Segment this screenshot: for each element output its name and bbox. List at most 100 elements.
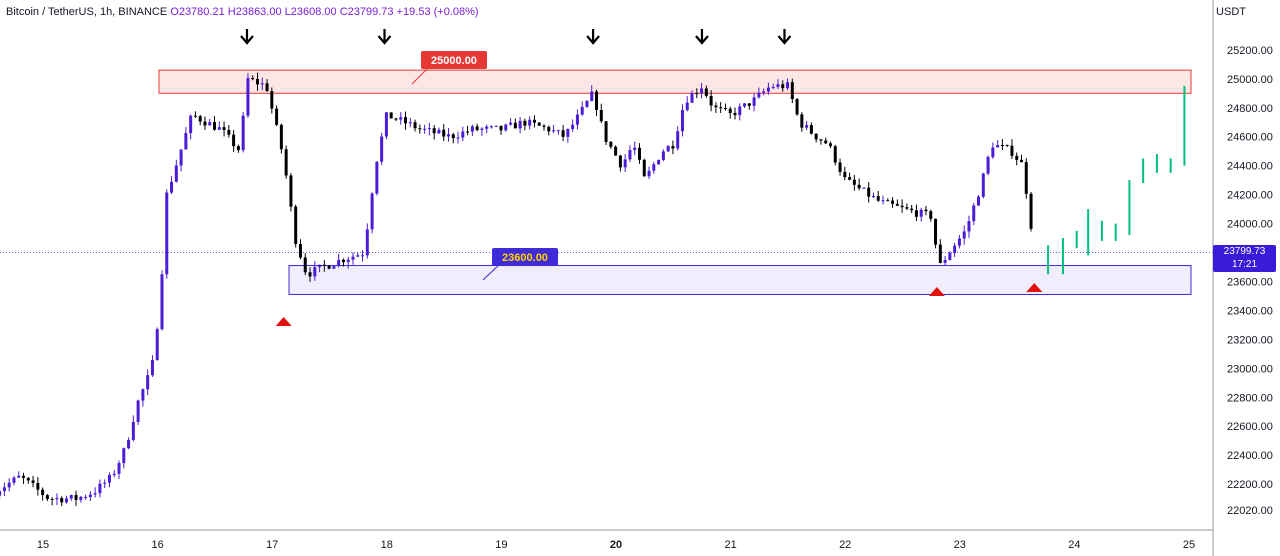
x-tick-label: 19 — [495, 539, 507, 551]
support-label-text: 23600.00 — [502, 252, 548, 264]
candle-body — [1019, 159, 1023, 163]
candle-body — [394, 118, 398, 120]
candle-body — [585, 101, 589, 107]
y-tick-label: 22200.00 — [1227, 479, 1273, 491]
candle-body — [723, 108, 727, 110]
candle-body — [743, 103, 747, 107]
candle-body — [991, 147, 995, 157]
candle-body — [189, 115, 193, 134]
candle-body — [833, 146, 837, 163]
candle-body — [170, 181, 174, 193]
candle-body — [222, 127, 226, 130]
candle-body — [255, 78, 259, 85]
candle-body — [571, 124, 575, 130]
candle-body — [972, 205, 976, 222]
y-tick-label: 23200.00 — [1227, 334, 1273, 346]
x-tick-label: 25 — [1183, 539, 1195, 551]
candle-body — [552, 130, 556, 132]
candle-body — [318, 264, 322, 268]
candle-body — [905, 207, 909, 209]
candle-body — [862, 187, 866, 189]
candle-body — [891, 200, 895, 204]
candle-body — [977, 196, 981, 206]
candle-body — [107, 474, 111, 483]
candle-body — [427, 128, 431, 130]
candle-body — [232, 134, 236, 147]
y-tick-label: 23600.00 — [1227, 276, 1273, 288]
candle-body — [265, 83, 269, 92]
candle-body — [84, 496, 88, 498]
candle-body — [580, 106, 584, 115]
low-value: L23608.00 — [284, 6, 337, 18]
candle-body — [0, 491, 2, 496]
candle-body — [174, 165, 178, 182]
candle-body — [399, 117, 403, 120]
candle-body — [136, 400, 140, 422]
y-tick-label: 22020.00 — [1227, 505, 1273, 517]
candle-body — [1015, 155, 1019, 160]
candle-body — [351, 256, 355, 260]
candle-body — [690, 93, 694, 103]
candle-body — [757, 92, 761, 98]
x-tick-label: 21 — [724, 539, 736, 551]
y-tick-label: 23400.00 — [1227, 305, 1273, 317]
candle-body — [1005, 145, 1009, 147]
candle-body — [50, 499, 54, 501]
down-arrow-icon — [777, 29, 792, 45]
candle-body — [217, 127, 221, 130]
candle-body — [700, 88, 704, 94]
y-tick-label: 24800.00 — [1227, 103, 1273, 115]
candle-body — [337, 259, 341, 267]
candle-body — [127, 439, 131, 449]
symbol-label: Bitcoin / TetherUS, 1h, BINANCE — [6, 6, 168, 18]
candle-body — [375, 161, 379, 194]
candle-body — [809, 125, 813, 134]
candle-body — [198, 116, 202, 122]
candle-body — [747, 103, 751, 106]
candle-body — [370, 193, 374, 230]
candle-body — [771, 87, 775, 89]
candle-body — [981, 173, 985, 197]
candle-body — [270, 91, 274, 109]
up-triangle-icon — [275, 317, 292, 326]
candle-body — [184, 133, 188, 150]
candle-body — [456, 137, 460, 139]
candle-body — [738, 106, 742, 116]
candle-body — [666, 145, 670, 152]
candle-body — [819, 139, 823, 141]
candle-body — [88, 494, 92, 497]
candle-body — [986, 156, 990, 174]
candle-body — [446, 134, 450, 137]
candle-body — [442, 129, 446, 137]
candle-body — [637, 147, 641, 160]
candle-body — [22, 475, 26, 478]
candle-body — [575, 114, 579, 125]
up-triangle-icon — [1026, 283, 1043, 292]
candle-body — [279, 124, 283, 150]
candle-body — [327, 265, 331, 269]
y-tick-label: 24000.00 — [1227, 219, 1273, 231]
candle-body — [98, 483, 102, 494]
y-tick-label: 24200.00 — [1227, 190, 1273, 202]
down-arrow-icon — [240, 29, 254, 45]
candle-body — [404, 117, 408, 124]
candle-body — [451, 134, 455, 139]
last-price-value: 23799.73 — [1223, 245, 1266, 257]
candle-body — [179, 149, 183, 166]
y-tick-label: 22600.00 — [1227, 421, 1273, 433]
support-label-pointer — [482, 263, 501, 281]
candle-body — [910, 208, 914, 211]
candle-body — [590, 91, 594, 102]
up-triangle-icon — [928, 287, 945, 296]
candle-body — [45, 495, 49, 500]
down-arrow-icon — [695, 29, 709, 45]
x-tick-label: 22 — [839, 539, 851, 551]
candle-body — [298, 243, 302, 258]
candle-body — [633, 147, 637, 150]
candle-body — [60, 498, 64, 503]
candle-body — [848, 177, 852, 180]
candle-body — [609, 141, 613, 147]
candle-body — [303, 257, 307, 273]
candle-body — [513, 122, 517, 129]
